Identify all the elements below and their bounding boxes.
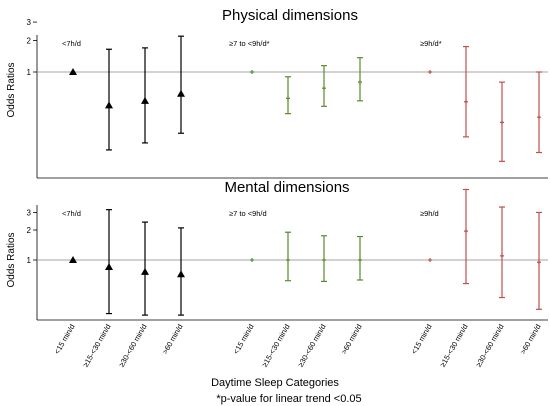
- x-category-label: <15 min/d: [409, 323, 433, 356]
- y-tick-label: 3: [27, 208, 32, 217]
- plot-area-mental: 1 2 3 <7h/d ≥7 to <9h/d ≥9h/d: [27, 188, 548, 321]
- point-marker: [69, 256, 77, 263]
- x-category-labels: <15 min/d ≥15-<30 min/d ≥30-<60 min/d >60 m…: [52, 323, 542, 369]
- point-marker: [250, 258, 254, 262]
- panel-title-physical: Physical dimensions: [222, 7, 358, 24]
- point-marker: [141, 267, 149, 275]
- group-label: ≥7 to <9h/d*: [229, 39, 270, 48]
- y-tick-label: 2: [27, 37, 32, 46]
- y-tick-label: 1: [27, 256, 32, 265]
- x-category-label: >60 min/d: [518, 323, 542, 356]
- group-label: ≥7 to <9h/d: [229, 209, 267, 218]
- group-label: <7h/d: [62, 209, 81, 218]
- point-marker: [322, 258, 326, 262]
- point-marker: [464, 99, 468, 104]
- plot-area-physical: 1 2 3 <7h/d ≥7 to <9h/d* ≥9h/d*: [27, 18, 548, 179]
- x-category-label: ≥15-<30 min/d: [438, 323, 470, 369]
- point-marker: [141, 96, 149, 104]
- x-category-label: ≥30-<60 min/d: [474, 323, 506, 369]
- group-label: ≥9h/d: [420, 209, 439, 218]
- point-marker: [537, 260, 541, 265]
- group-label: ≥9h/d*: [420, 39, 442, 48]
- x-axis-title: Daytime Sleep Categories: [211, 377, 339, 389]
- point-marker: [428, 258, 432, 262]
- point-marker: [537, 115, 541, 120]
- x-category-label: ≥30-<60 min/d: [117, 323, 149, 369]
- point-marker: [286, 96, 290, 101]
- point-marker: [286, 258, 290, 262]
- point-marker: [177, 270, 185, 278]
- x-category-label: <15 min/d: [231, 323, 255, 356]
- point-marker: [105, 101, 113, 109]
- point-marker: [250, 70, 254, 74]
- x-category-label: >60 min/d: [339, 323, 363, 356]
- x-category-label: >60 min/d: [160, 323, 184, 356]
- x-category-label: <15 min/d: [52, 323, 76, 356]
- point-marker: [500, 253, 504, 258]
- point-marker: [500, 120, 504, 125]
- x-category-label: ≥15-<30 min/d: [81, 323, 113, 369]
- footnote: *p-value for linear trend <0.05: [216, 393, 361, 405]
- x-category-label: ≥15-<30 min/d: [260, 323, 292, 369]
- point-marker: [358, 80, 362, 85]
- point-marker: [428, 70, 432, 74]
- point-marker: [105, 263, 113, 271]
- y-tick-label: 3: [27, 18, 32, 27]
- point-marker: [358, 258, 362, 262]
- ylabel-mental: Odds Ratios: [6, 232, 17, 287]
- point-marker: [177, 89, 185, 97]
- y-tick-label: 1: [27, 68, 32, 77]
- point-marker: [322, 86, 326, 91]
- point-marker: [69, 68, 77, 75]
- panel-title-mental: Mental dimensions: [224, 179, 349, 196]
- ylabel-physical: Odds Ratios: [6, 62, 17, 117]
- group-label: <7h/d: [62, 39, 81, 48]
- point-marker: [464, 229, 468, 234]
- x-category-label: ≥30-<60 min/d: [296, 323, 328, 369]
- y-tick-label: 2: [27, 226, 32, 235]
